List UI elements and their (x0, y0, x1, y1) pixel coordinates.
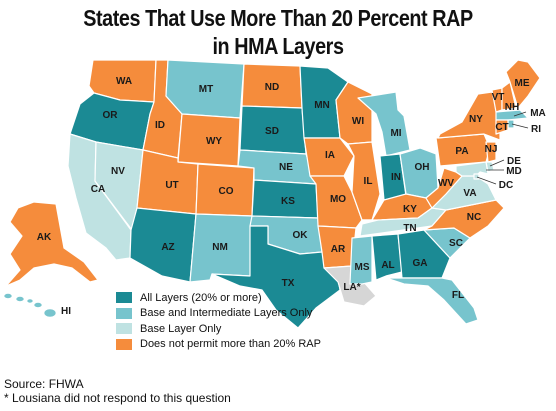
label-ak: AK (37, 232, 52, 243)
state-ms[interactable] (349, 235, 373, 285)
source-note: Source: FHWA (4, 377, 84, 391)
state-ia[interactable] (303, 137, 355, 177)
map-title: States That Use More Than 20 Percent RAP… (39, 4, 517, 60)
label-nj: NJ (485, 144, 498, 155)
label-nd: ND (265, 82, 279, 93)
state-ma[interactable] (495, 109, 529, 121)
label-nm: NM (212, 242, 228, 253)
legend-label: All Layers (20% or more) (140, 291, 262, 304)
footnote: * Lousiana did not respond to this quest… (4, 391, 231, 405)
state-nh[interactable] (501, 81, 517, 111)
label-md: MD (506, 166, 522, 177)
legend-label: Base Layer Only (140, 322, 222, 335)
state-ct[interactable] (495, 119, 509, 135)
label-tn: TN (403, 223, 416, 234)
label-wy: WY (206, 136, 222, 147)
map-legend: All Layers (20% or more) Base and Interm… (116, 290, 321, 352)
state-wi[interactable] (335, 81, 373, 145)
label-ne: NE (279, 162, 293, 173)
label-ma: MA (530, 108, 546, 119)
state-al[interactable] (371, 233, 403, 281)
label-la: LA* (343, 282, 360, 293)
label-il: IL (364, 176, 373, 187)
legend-swatch (116, 307, 132, 319)
label-ar: AR (331, 244, 346, 255)
title-line-1: States That Use More Than 20 Percent RAP (83, 5, 473, 31)
label-sc: SC (449, 238, 463, 249)
label-ny: NY (469, 114, 483, 125)
label-nh: NH (505, 102, 519, 113)
label-ms: MS (355, 262, 370, 273)
state-ga[interactable] (397, 229, 451, 279)
label-nv: NV (111, 166, 125, 177)
label-ks: KS (281, 196, 295, 207)
legend-swatch (116, 338, 132, 350)
label-ct: CT (495, 122, 508, 133)
label-or: OR (103, 110, 119, 121)
state-ak[interactable] (5, 201, 99, 287)
label-id: ID (155, 120, 165, 131)
legend-item-all: All Layers (20% or more) (116, 290, 321, 306)
label-hi: HI (61, 306, 71, 317)
label-az: AZ (161, 242, 174, 253)
legend-item-base-intermediate: Base and Intermediate Layers Only (116, 306, 321, 322)
state-tx[interactable] (211, 225, 341, 328)
label-wi: WI (352, 116, 364, 127)
label-fl: FL (452, 290, 464, 301)
label-de: DE (507, 156, 521, 167)
state-oh[interactable] (399, 147, 439, 199)
state-dc[interactable] (473, 173, 480, 180)
label-ga: GA (413, 258, 428, 269)
label-tx: TX (282, 278, 295, 289)
label-me: ME (515, 78, 530, 89)
label-ca: CA (91, 184, 105, 195)
legend-item-none: Does not permit more than 20% RAP (116, 337, 321, 353)
label-ut: UT (165, 180, 178, 191)
label-pa: PA (455, 146, 468, 157)
state-labels: WA OR CA NV ID MT WY UT CO AZ NM ND SD N… (37, 76, 546, 317)
label-mt: MT (199, 84, 213, 95)
label-oh: OH (415, 162, 430, 173)
legend-item-base: Base Layer Only (116, 321, 321, 337)
legend-label: Base and Intermediate Layers Only (140, 307, 313, 320)
state-mo[interactable] (309, 175, 363, 229)
label-mi: MI (390, 128, 401, 139)
label-sd: SD (265, 126, 279, 137)
label-ri: RI (531, 124, 541, 135)
label-in: IN (391, 172, 401, 183)
legend-swatch (116, 323, 132, 335)
label-va: VA (463, 188, 476, 199)
label-ky: KY (403, 204, 417, 215)
label-wv: WV (438, 178, 454, 189)
state-hi[interactable] (3, 293, 57, 318)
label-ia: IA (325, 150, 335, 161)
state-mi[interactable] (357, 91, 411, 157)
label-mo: MO (330, 194, 346, 205)
leader-lines (476, 111, 529, 185)
label-dc: DC (499, 180, 513, 191)
legend-swatch (116, 292, 132, 304)
state-fl[interactable] (385, 277, 479, 325)
state-nj[interactable] (485, 141, 497, 163)
label-nc: NC (467, 212, 481, 223)
label-co: CO (219, 186, 234, 197)
legend-label: Does not permit more than 20% RAP (140, 338, 321, 351)
title-line-2: in HMA Layers (212, 33, 344, 59)
us-states-map: WA OR CA NV ID MT WY UT CO AZ NM ND SD N… (3, 59, 546, 328)
state-me[interactable] (505, 59, 541, 109)
label-al: AL (381, 260, 394, 271)
label-vt: VT (492, 92, 505, 103)
label-mn: MN (314, 100, 330, 111)
label-wa: WA (116, 76, 132, 87)
label-ok: OK (293, 230, 309, 241)
